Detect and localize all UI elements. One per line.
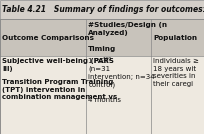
Text: 139: 139 xyxy=(103,57,112,62)
Text: Table 4.21   Summary of findings for outcomes: spina bifida: Table 4.21 Summary of findings for outco… xyxy=(2,5,204,14)
Text: Population: Population xyxy=(153,35,197,41)
Text: (n=31
intervention; n=34
control)

4 months: (n=31 intervention; n=34 control) 4 mont… xyxy=(88,66,155,103)
Text: Individuals ≥
18 years wit
severities in
their caregi: Individuals ≥ 18 years wit severities in… xyxy=(153,58,199,87)
Text: Outcome Comparisons: Outcome Comparisons xyxy=(2,35,94,41)
Bar xyxy=(0,19,204,134)
Bar xyxy=(0,19,204,56)
Text: Subjective well-being (PARS
III): Subjective well-being (PARS III) xyxy=(2,58,114,72)
Text: Transition Program Training
(TPT) intervention in
combination management vs: Transition Program Training (TPT) interv… xyxy=(2,79,118,100)
Bar xyxy=(0,0,204,19)
Bar xyxy=(0,19,204,134)
Text: 1 RCT: 1 RCT xyxy=(88,58,108,64)
Text: #Studies/Design (n
Analyzed)

Timing: #Studies/Design (n Analyzed) Timing xyxy=(88,22,167,52)
